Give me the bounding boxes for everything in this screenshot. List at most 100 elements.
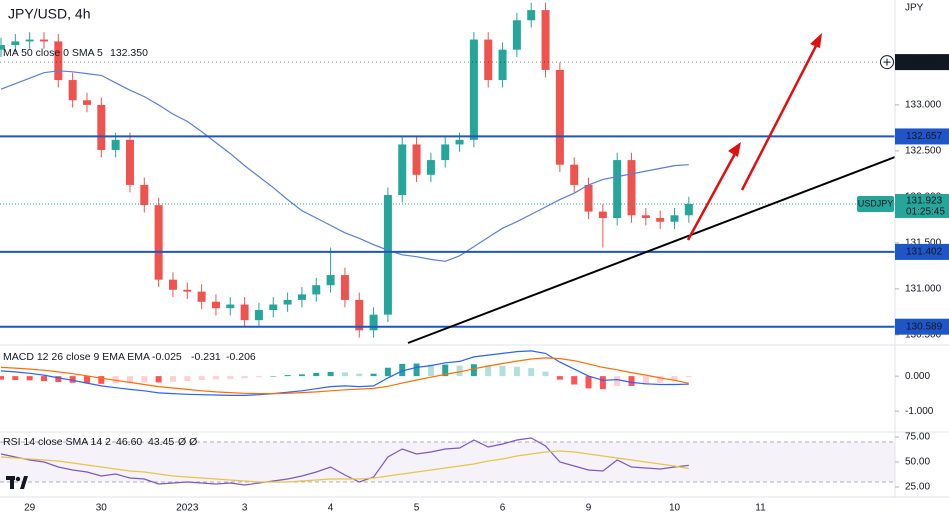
histogram-bar bbox=[141, 376, 148, 383]
histogram-bar bbox=[83, 376, 90, 384]
line bbox=[0, 350, 689, 396]
candle-body bbox=[211, 301, 220, 309]
histogram-bar bbox=[198, 376, 205, 380]
logo bbox=[6, 476, 28, 489]
histogram-bar bbox=[384, 367, 391, 377]
x-tick-label: 29 bbox=[24, 503, 36, 514]
candle-body bbox=[455, 139, 464, 145]
histogram-bar bbox=[370, 373, 377, 377]
candle-body bbox=[555, 69, 564, 165]
y-tick-label: 0.000 bbox=[905, 371, 930, 382]
rsi-legend-value: 43.45 bbox=[148, 436, 174, 448]
histogram-bar bbox=[0, 376, 4, 380]
candle-body bbox=[355, 299, 364, 331]
y-tick-label: 131.000 bbox=[905, 284, 942, 295]
x-tick-label: 10 bbox=[669, 503, 681, 514]
arrow bbox=[686, 149, 739, 241]
candle-body bbox=[498, 49, 507, 81]
x-tick-label: 3 bbox=[242, 503, 248, 514]
trend-line bbox=[407, 156, 896, 344]
histogram-bar bbox=[599, 376, 606, 390]
histogram-bar bbox=[470, 364, 477, 377]
rsi-band bbox=[0, 442, 895, 482]
histogram-bar bbox=[298, 374, 305, 377]
rsi-legend-value: 46.60 bbox=[116, 436, 142, 448]
candle-body bbox=[283, 299, 292, 305]
histogram-bar bbox=[485, 365, 492, 377]
candle-body bbox=[340, 275, 349, 300]
x-tick-label: 30 bbox=[96, 503, 108, 514]
line bbox=[0, 450, 689, 483]
level-add-icon bbox=[883, 58, 891, 66]
histogram-bar bbox=[184, 376, 191, 382]
candle-body bbox=[326, 275, 335, 286]
candle-body bbox=[312, 285, 321, 295]
histogram-bar bbox=[169, 376, 176, 382]
candle-body bbox=[627, 160, 636, 216]
y-tick-label: 25.00 bbox=[905, 482, 930, 493]
macd-legend-value: -0.025 bbox=[152, 351, 182, 363]
chart-title: JPY/USD, 4h bbox=[8, 6, 90, 22]
candle-body bbox=[269, 304, 278, 311]
level-label-bg bbox=[895, 54, 949, 71]
y-tick-label: -1.000 bbox=[905, 406, 934, 417]
histogram-bar bbox=[26, 376, 33, 381]
candle-body bbox=[183, 289, 192, 292]
candle-body bbox=[111, 139, 120, 150]
arrow bbox=[740, 41, 820, 191]
histogram-bar bbox=[399, 363, 406, 377]
ma-legend-value: 132.350 bbox=[110, 47, 148, 59]
logo-part bbox=[15, 476, 21, 482]
histogram-bar bbox=[55, 376, 62, 383]
histogram-bar bbox=[628, 376, 635, 386]
histogram-bar bbox=[513, 366, 520, 377]
logo-part bbox=[10, 476, 14, 489]
histogram-bar bbox=[255, 376, 262, 378]
x-tick-label: 9 bbox=[586, 503, 592, 514]
candle-body bbox=[584, 184, 593, 212]
last-price-label: 131.923 bbox=[906, 196, 943, 207]
level-label: 130.589 bbox=[906, 321, 943, 332]
candle-body bbox=[39, 39, 48, 42]
candle-body bbox=[297, 294, 306, 300]
candle-body bbox=[469, 39, 478, 140]
x-tick-label: 11 bbox=[755, 503, 766, 514]
histogram-bar bbox=[341, 372, 348, 377]
candle-body bbox=[54, 41, 63, 81]
histogram-bar bbox=[556, 376, 563, 380]
candle-body bbox=[598, 211, 607, 219]
symbol-label-bg bbox=[857, 195, 894, 212]
candle-body bbox=[641, 215, 650, 219]
histogram-bar bbox=[313, 372, 320, 377]
histogram-bar bbox=[98, 376, 105, 384]
histogram-bar bbox=[585, 376, 592, 389]
histogram-bar bbox=[327, 371, 334, 377]
histogram-bar bbox=[270, 376, 277, 377]
y-tick-label: 50.00 bbox=[905, 457, 930, 468]
histogram-bar bbox=[212, 376, 219, 380]
histogram-bar bbox=[241, 376, 248, 379]
candle-body bbox=[168, 279, 177, 290]
candle-body bbox=[684, 203, 693, 216]
candle-body bbox=[140, 184, 149, 206]
candle-body bbox=[484, 39, 493, 81]
candle-body bbox=[97, 104, 106, 150]
candle-body bbox=[369, 314, 378, 331]
histogram-bar bbox=[126, 376, 133, 384]
candle-body bbox=[0, 45, 5, 50]
histogram-bar bbox=[12, 376, 19, 380]
candle-body bbox=[226, 304, 235, 309]
histogram-bar bbox=[155, 376, 162, 383]
level-label: 132.657 bbox=[906, 131, 943, 142]
candle-body bbox=[125, 139, 134, 185]
histogram-bar bbox=[456, 365, 463, 377]
x-tick-label: 4 bbox=[328, 503, 334, 514]
histogram-bar bbox=[542, 371, 549, 377]
candle-body bbox=[11, 41, 20, 46]
last-price-bg bbox=[895, 193, 949, 218]
histogram-bar bbox=[40, 376, 47, 382]
level-label: 133.465 bbox=[906, 57, 943, 68]
histogram-bar bbox=[427, 364, 434, 377]
